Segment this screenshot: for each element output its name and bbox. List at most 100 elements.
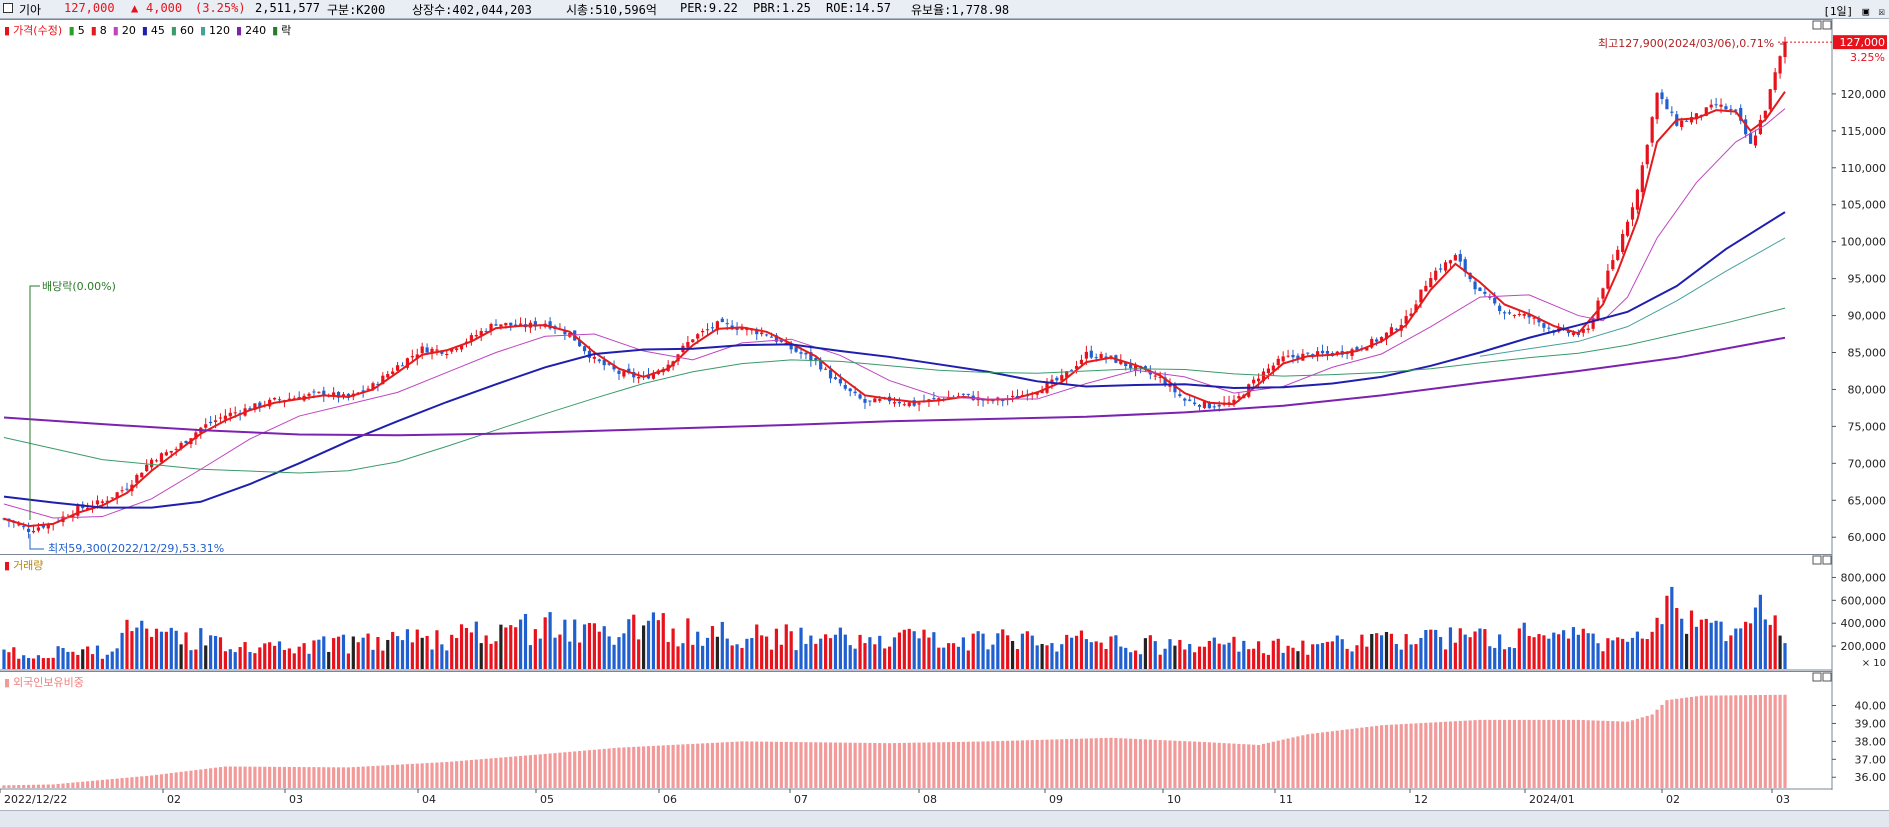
- candle: [1591, 318, 1595, 329]
- foreign-bar: [848, 742, 852, 788]
- candle: [833, 377, 838, 380]
- candle: [814, 358, 818, 361]
- candle: [799, 352, 803, 354]
- volume-bar: [1739, 628, 1743, 669]
- foreign-bar: [1202, 742, 1207, 788]
- period-selector[interactable]: [1일]: [1823, 5, 1854, 18]
- foreign-bar: [971, 741, 975, 788]
- candle: [518, 323, 523, 325]
- volume-bar: [120, 632, 124, 669]
- foreign-bar: [1242, 744, 1246, 788]
- candle: [1197, 404, 1202, 407]
- volume-bar: [656, 620, 660, 669]
- foreign-bar: [277, 766, 282, 788]
- foreign-bar: [322, 767, 326, 788]
- candle: [892, 402, 897, 404]
- candle: [1680, 120, 1684, 127]
- foreign-bar: [1468, 720, 1472, 788]
- candle: [1783, 41, 1787, 57]
- foreign-bar: [1478, 719, 1482, 788]
- foreign-bar: [947, 742, 951, 788]
- candle: [1483, 291, 1487, 294]
- foreign-bar: [95, 780, 100, 788]
- volume-bar: [1699, 619, 1703, 669]
- candle: [1286, 355, 1290, 357]
- foreign-bar: [1217, 742, 1221, 788]
- volume-bar: [135, 627, 139, 669]
- volume-bar: [937, 647, 941, 669]
- legend-item-45: ▮ 45: [141, 24, 165, 37]
- volume-bar: [1316, 644, 1320, 669]
- volume-bar: [1384, 631, 1389, 669]
- candle: [533, 321, 537, 327]
- volume-bar: [287, 648, 291, 669]
- x-tick-label: 08: [923, 793, 937, 806]
- volume-bar: [459, 624, 464, 669]
- candle: [1439, 268, 1443, 270]
- horizontal-scrollbar[interactable]: [0, 810, 1889, 827]
- select-checkbox[interactable]: [3, 3, 13, 13]
- candle: [1178, 394, 1182, 397]
- volume-bar: [282, 649, 287, 669]
- price-tick-label: 110,000: [1841, 162, 1887, 175]
- foreign-bar: [268, 766, 272, 788]
- candle: [764, 334, 769, 336]
- volume-bar: [1424, 629, 1428, 669]
- foreign-tick-label: 39.00: [1855, 717, 1887, 730]
- restore-icon[interactable]: ▣: [1862, 5, 1870, 18]
- candle: [824, 368, 828, 370]
- foreign-bar: [263, 766, 267, 788]
- foreign-bar: [1719, 695, 1723, 788]
- volume-bar: [587, 622, 592, 669]
- candle: [174, 448, 178, 450]
- candle: [779, 339, 783, 342]
- volume-bar: [1060, 644, 1064, 669]
- volume-bar: [1001, 629, 1005, 669]
- candle: [1748, 133, 1753, 144]
- volume-bar: [1010, 640, 1015, 669]
- close-icon[interactable]: ☒: [1878, 5, 1885, 18]
- foreign-bar: [1630, 720, 1635, 788]
- price-change-pct: (3.25%): [195, 1, 246, 15]
- candle: [484, 331, 488, 333]
- candle: [1429, 278, 1433, 288]
- candle: [1394, 328, 1398, 330]
- foreign-bar: [199, 769, 203, 788]
- candle: [1370, 338, 1374, 348]
- candle: [1517, 313, 1521, 316]
- volume-bar: [322, 636, 326, 669]
- volume-bar: [504, 627, 508, 669]
- foreign-bar: [499, 757, 503, 788]
- volume-bar: [356, 642, 360, 669]
- candle: [400, 365, 405, 367]
- candle: [135, 474, 139, 483]
- volume-bar: [509, 625, 513, 669]
- volume-bar: [1375, 633, 1379, 669]
- volume-bar: [1547, 638, 1551, 669]
- foreign-bar: [209, 768, 213, 788]
- panel-maximize-icon: [1812, 555, 1822, 565]
- volume-bar: [494, 641, 498, 669]
- candle: [110, 497, 114, 499]
- foreign-bar: [833, 742, 838, 788]
- foreign-bar: [184, 771, 188, 788]
- volume-bar: [213, 635, 218, 669]
- foreign-bar: [937, 742, 941, 788]
- foreign-bar: [317, 767, 321, 788]
- volume-bar: [1394, 644, 1398, 669]
- candle: [455, 348, 459, 351]
- market-cap: 시총:510,596억: [566, 3, 657, 17]
- candle: [504, 322, 508, 326]
- foreign-bar: [1606, 720, 1610, 788]
- candle: [1689, 117, 1694, 123]
- candle: [332, 392, 336, 396]
- volume-bar: [582, 624, 587, 669]
- candle: [307, 393, 311, 396]
- volume-bar: [376, 636, 380, 669]
- volume-bar: [646, 620, 651, 669]
- foreign-bar: [90, 780, 95, 788]
- volume-bar: [1232, 636, 1236, 669]
- candle: [735, 327, 739, 330]
- foreign-bar: [1714, 695, 1718, 788]
- candle: [789, 344, 793, 350]
